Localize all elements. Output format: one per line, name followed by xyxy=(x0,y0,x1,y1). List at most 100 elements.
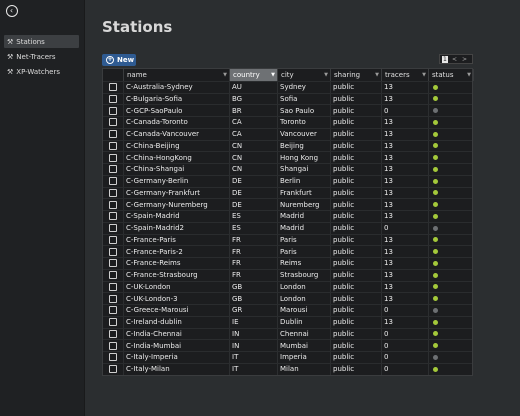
station-name[interactable]: C-Italy-Milan xyxy=(124,363,230,375)
station-name[interactable]: C-UK-London xyxy=(124,281,230,293)
table-row[interactable]: C-France-Strasbourg FR Strasbourg public 13 xyxy=(103,268,474,281)
column-header-country[interactable]: country ▼ xyxy=(230,69,278,81)
status-dot-icon xyxy=(433,155,438,161)
station-name[interactable]: C-India-Chennai xyxy=(124,328,230,340)
station-name[interactable]: C-Spain-Madrid2 xyxy=(124,222,230,234)
column-header-city[interactable]: city ▼ xyxy=(278,69,331,81)
status-dot-icon xyxy=(433,166,438,172)
sidebar-item-net-tracers[interactable]: ⚒ Net-Tracers xyxy=(4,50,79,63)
prev-page-button[interactable]: < xyxy=(451,55,457,63)
station-name[interactable]: C-France-Paris xyxy=(124,234,230,246)
table-row[interactable]: C-Australia-Sydney AU Sydney public 13 xyxy=(103,80,474,93)
station-name[interactable]: C-Greece-Marousi xyxy=(124,305,230,316)
table-row[interactable]: C-India-Chennai IN Chennai public 0 xyxy=(103,327,474,340)
station-name[interactable]: C-Germany-Nuremberg xyxy=(124,199,230,210)
new-station-button[interactable]: + New xyxy=(102,54,136,66)
status-dot-icon xyxy=(433,272,438,278)
station-status-cell xyxy=(429,187,474,199)
status-dot-icon xyxy=(433,143,438,149)
table-row[interactable]: C-Greece-Marousi GR Marousi public 0 xyxy=(103,304,474,316)
station-name[interactable]: C-France-Paris-2 xyxy=(124,246,230,257)
station-city: Sofia xyxy=(278,93,331,105)
table-row[interactable]: C-France-Paris-2 FR Paris public 13 xyxy=(103,245,474,257)
table-row[interactable]: C-India-Mumbai IN Mumbai public 0 xyxy=(103,339,474,351)
station-name[interactable]: C-Canada-Vancouver xyxy=(124,128,230,140)
row-checkbox[interactable] xyxy=(109,365,117,374)
column-header-name[interactable]: name ▼ xyxy=(124,69,230,81)
row-checkbox[interactable] xyxy=(109,141,117,150)
station-name[interactable]: C-Canada-Toronto xyxy=(124,117,230,128)
station-name[interactable]: C-Germany-Frankfurt xyxy=(124,187,230,199)
row-checkbox[interactable] xyxy=(109,118,117,127)
row-checkbox[interactable] xyxy=(109,318,117,327)
row-checkbox[interactable] xyxy=(109,94,117,103)
station-name[interactable]: C-France-Reims xyxy=(124,258,230,269)
table-row[interactable]: C-Germany-Berlin DE Berlin public 13 xyxy=(103,174,474,187)
table-row[interactable]: C-Germany-Frankfurt DE Frankfurt public 13 xyxy=(103,186,474,199)
table-row[interactable]: C-Spain-Madrid ES Madrid public 13 xyxy=(103,210,474,222)
row-checkbox[interactable] xyxy=(109,235,117,244)
table-row[interactable]: C-UK-London GB London public 13 xyxy=(103,280,474,293)
column-header-sharing[interactable]: sharing ▼ xyxy=(331,69,382,81)
column-header-tracers[interactable]: tracers ▼ xyxy=(382,69,429,81)
station-name[interactable]: C-Germany-Berlin xyxy=(124,175,230,187)
row-checkbox[interactable] xyxy=(109,259,117,268)
table-row[interactable]: C-Canada-Vancouver CA Vancouver public 13 xyxy=(103,127,474,140)
sort-caret-icon: ▼ xyxy=(223,71,227,78)
sidebar-item-stations[interactable]: ⚒ Stations xyxy=(4,35,79,48)
row-checkbox[interactable] xyxy=(109,329,117,338)
table-row[interactable]: C-UK-London-3 GB London public 13 xyxy=(103,292,474,304)
next-page-button[interactable]: > xyxy=(461,55,467,63)
row-checkbox[interactable] xyxy=(109,212,117,221)
column-header-status[interactable]: status ▼ xyxy=(429,69,474,81)
row-checkbox[interactable] xyxy=(109,306,117,315)
row-checkbox[interactable] xyxy=(109,282,117,291)
station-sharing: public xyxy=(331,316,382,328)
row-checkbox[interactable] xyxy=(109,130,117,139)
station-name[interactable]: C-China-Beijing xyxy=(124,140,230,152)
station-name[interactable]: C-China-Shangai xyxy=(124,164,230,175)
station-name[interactable]: C-India-Mumbai xyxy=(124,340,230,351)
table-row[interactable]: C-China-Shangai CN Shangai public 13 xyxy=(103,163,474,175)
row-checkbox[interactable] xyxy=(109,83,117,92)
back-arrow-icon[interactable]: ‹ xyxy=(6,5,18,17)
table-row[interactable]: C-France-Reims FR Reims public 13 xyxy=(103,257,474,269)
table-row[interactable]: C-Canada-Toronto CA Toronto public 13 xyxy=(103,116,474,128)
table-row[interactable]: C-Italy-Milan IT Milan public 0 xyxy=(103,362,474,375)
row-checkbox[interactable] xyxy=(109,341,117,350)
station-name[interactable]: C-Spain-Madrid xyxy=(124,211,230,222)
station-name[interactable]: C-Bulgaria-Sofia xyxy=(124,93,230,105)
table-row[interactable]: C-Ireland-dublin IE Dublin public 13 xyxy=(103,315,474,328)
row-checkbox[interactable] xyxy=(109,165,117,174)
row-checkbox[interactable] xyxy=(109,294,117,303)
sidebar-item-xp-watchers[interactable]: ⚒ XP-Watchers xyxy=(4,65,79,78)
row-checkbox[interactable] xyxy=(109,353,117,362)
row-checkbox[interactable] xyxy=(109,177,117,186)
station-name[interactable]: C-UK-London-3 xyxy=(124,293,230,304)
table-row[interactable]: C-Spain-Madrid2 ES Madrid public 0 xyxy=(103,221,474,234)
table-row[interactable]: C-Germany-Nuremberg DE Nuremberg public 13 xyxy=(103,198,474,210)
station-name[interactable]: C-Ireland-dublin xyxy=(124,316,230,328)
row-checkbox[interactable] xyxy=(109,247,117,256)
page-number-current[interactable]: 1 xyxy=(442,55,448,63)
table-row[interactable]: C-Italy-Imperia IT Imperia public 0 xyxy=(103,351,474,363)
station-sharing: public xyxy=(331,199,382,210)
table-row[interactable]: C-GCP-SaoPaulo BR Sao Paulo public 0 xyxy=(103,104,474,116)
table-row[interactable]: C-France-Paris FR Paris public 13 xyxy=(103,233,474,246)
station-country: CA xyxy=(230,128,278,140)
station-name[interactable]: C-France-Strasbourg xyxy=(124,269,230,281)
row-checkbox[interactable] xyxy=(109,188,117,197)
station-name[interactable]: C-GCP-SaoPaulo xyxy=(124,105,230,116)
table-row[interactable]: C-China-Beijing CN Beijing public 13 xyxy=(103,139,474,152)
row-checkbox[interactable] xyxy=(109,271,117,280)
page-title: Stations xyxy=(102,18,173,36)
row-checkbox[interactable] xyxy=(109,224,117,233)
station-name[interactable]: C-Italy-Imperia xyxy=(124,352,230,363)
row-checkbox[interactable] xyxy=(109,106,117,115)
row-checkbox[interactable] xyxy=(109,153,117,162)
table-row[interactable]: C-Bulgaria-Sofia BG Sofia public 13 xyxy=(103,92,474,105)
station-name[interactable]: C-China-HongKong xyxy=(124,152,230,163)
table-row[interactable]: C-China-HongKong CN Hong Kong public 13 xyxy=(103,151,474,163)
row-checkbox[interactable] xyxy=(109,200,117,209)
station-name[interactable]: C-Australia-Sydney xyxy=(124,81,230,93)
